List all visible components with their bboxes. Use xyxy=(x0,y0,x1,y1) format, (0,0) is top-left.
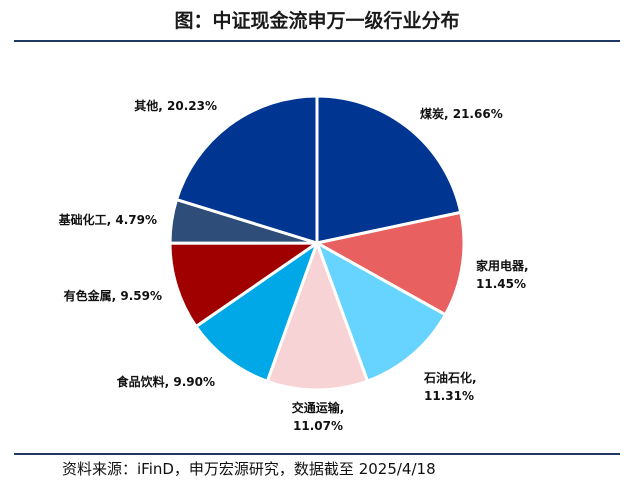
pie-label-3: 石油石化, 11.31% xyxy=(423,370,477,403)
top-divider xyxy=(14,40,620,42)
pie-slice-3 xyxy=(315,241,447,383)
pie-label-6: 有色金属, 9.59% xyxy=(64,288,162,303)
chart-title: 图：中证现金流申万一级行业分布 xyxy=(174,10,460,32)
pie-slice-1 xyxy=(315,94,463,245)
pie-slice-5 xyxy=(194,241,319,383)
pie-slice-8 xyxy=(175,94,319,245)
pie-label-7: 基础化工, 4.79% xyxy=(58,212,157,227)
pie-label-1: 煤炭, 21.66% xyxy=(420,106,503,121)
pie-labels: 煤炭, 21.66% 家用电器, 11.45% 石油石化, 11.31% 交通运输, 11.… xyxy=(58,98,529,433)
source-note: 资料来源：iFinD，申万宏源研究，数据截至 2025/4/18 xyxy=(62,460,436,478)
pie-slice-6 xyxy=(168,241,319,328)
bottom-divider xyxy=(14,453,620,455)
pie-chart: 煤炭, 21.66% 家用电器, 11.45% 石油石化, 11.31% 交通运输, 11.… xyxy=(58,94,529,433)
pie-slices xyxy=(168,94,466,392)
pie-label-5: 食品饮料, 9.90% xyxy=(116,374,215,389)
pie-slice-2 xyxy=(315,210,466,317)
pie-slice-4 xyxy=(265,241,369,392)
pie-label-2: 家用电器, 11.45% xyxy=(476,258,529,291)
pie-label-4: 交通运输, 11.07% xyxy=(292,400,345,433)
pie-label-8: 其他, 20.23% xyxy=(134,98,217,113)
